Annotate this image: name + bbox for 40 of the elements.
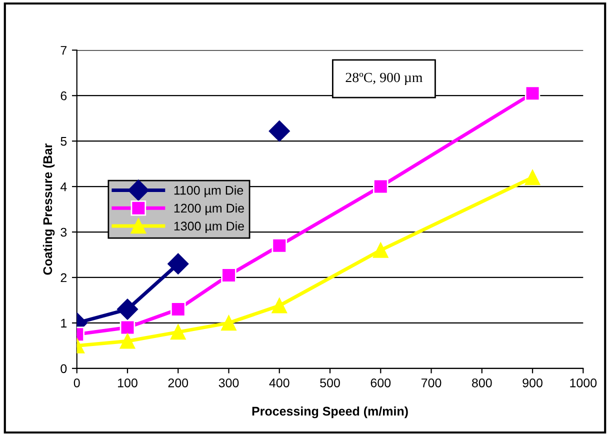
point — [272, 298, 288, 314]
x-tick-label: 400 — [269, 378, 290, 388]
point — [120, 334, 136, 349]
point — [170, 302, 186, 317]
y-tick-label: 7 — [60, 46, 67, 55]
x-tick-label: 200 — [168, 378, 188, 388]
y-axis-title: Coating Pressure (Bar — [42, 143, 55, 275]
point — [373, 178, 388, 194]
x-tick-label: 800 — [472, 378, 492, 388]
x-tick-label: 100 — [118, 378, 138, 388]
x-axis-title: Processing Speed (m/min) — [252, 406, 408, 418]
point — [524, 170, 540, 186]
y-tick-label: 1 — [61, 318, 67, 328]
legend-label: 1300 µm Die — [174, 221, 244, 234]
point — [221, 315, 236, 331]
legend-label: 1200 µm Die — [174, 203, 244, 216]
x-tick-label: 300 — [218, 378, 239, 388]
x-tick-label: 900 — [522, 378, 542, 388]
point — [524, 86, 540, 101]
point — [120, 320, 136, 336]
x-tick-label: 500 — [320, 378, 340, 388]
point — [170, 324, 186, 340]
y-tick-label: 6 — [60, 91, 67, 100]
x-tick-label: 700 — [421, 378, 442, 388]
x-tick-label: 1000 — [570, 378, 597, 388]
y-tick-label: 4 — [60, 182, 67, 192]
y-tick-label: 2 — [60, 273, 67, 282]
point — [168, 253, 189, 274]
y-tick-label: 0 — [60, 364, 67, 374]
annotation: 28ºC, 900 µm — [346, 72, 422, 86]
y-tick-label: 3 — [60, 228, 67, 237]
point — [116, 298, 138, 320]
y-tick-label: 5 — [60, 137, 67, 146]
x-tick-label: 600 — [370, 378, 391, 388]
point — [221, 268, 236, 283]
point — [373, 242, 388, 258]
point — [272, 238, 288, 254]
x-tick-label: 0 — [74, 378, 80, 388]
point — [268, 120, 290, 142]
legend-label: 1100 µm Die — [174, 186, 244, 198]
